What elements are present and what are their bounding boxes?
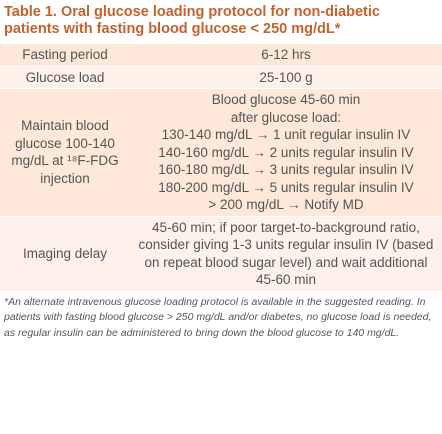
value-line: Blood glucose 45-60 min: [211, 92, 361, 107]
title-text: Oral glucose loading protocol for non-di…: [4, 4, 380, 37]
table-row: Glucose load 25-100 g: [0, 66, 442, 89]
protocol-table: Fasting period 6-12 hrs Glucose load 25-100…: [0, 44, 442, 292]
table-row: Fasting period 6-12 hrs: [0, 44, 442, 67]
value-text: 45-60 min; if poor target-to-background …: [138, 219, 434, 288]
value-line: 180-200 mg/dL → 5 units regular insulin …: [158, 179, 414, 195]
value-line: > 200 mg/dL → Notify MD: [208, 197, 364, 212]
value-text: 6-12 hrs: [261, 47, 311, 62]
row-label: Imaging delay: [0, 216, 130, 292]
row-value: 25-100 g: [130, 66, 442, 89]
value-text: 25-100 g: [259, 69, 313, 85]
table-title: Table 1. Oral glucose loading protocol f…: [0, 0, 442, 44]
row-label: Maintain blood glucose 100-140 mg/dL at …: [0, 88, 130, 217]
row-value: 45-60 min; if poor target-to-background …: [130, 216, 442, 292]
table-row: Maintain blood glucose 100-140 mg/dL at …: [0, 88, 442, 217]
row-label: Fasting period: [0, 44, 130, 67]
footnote: *An alternate intravenous glucose loadin…: [4, 295, 432, 339]
title-label: Table 1.: [4, 4, 57, 20]
table-row: Imaging delay 45-60 min; if poor target-t…: [0, 216, 442, 292]
row-label: Glucose load: [0, 66, 130, 89]
value-line: 160-180 mg/dL → 3 units regular insulin …: [158, 162, 414, 177]
value-line: after glucose load:: [230, 109, 342, 125]
row-value: 6-12 hrs: [130, 44, 442, 67]
value-line: 130-140 mg/dL → 1 unit regular insulin I…: [161, 127, 411, 142]
row-value: Blood glucose 45-60 min after glucose loa…: [130, 88, 442, 217]
value-line: 140-160 mg/dL → 2 units regular insulin …: [158, 144, 414, 160]
